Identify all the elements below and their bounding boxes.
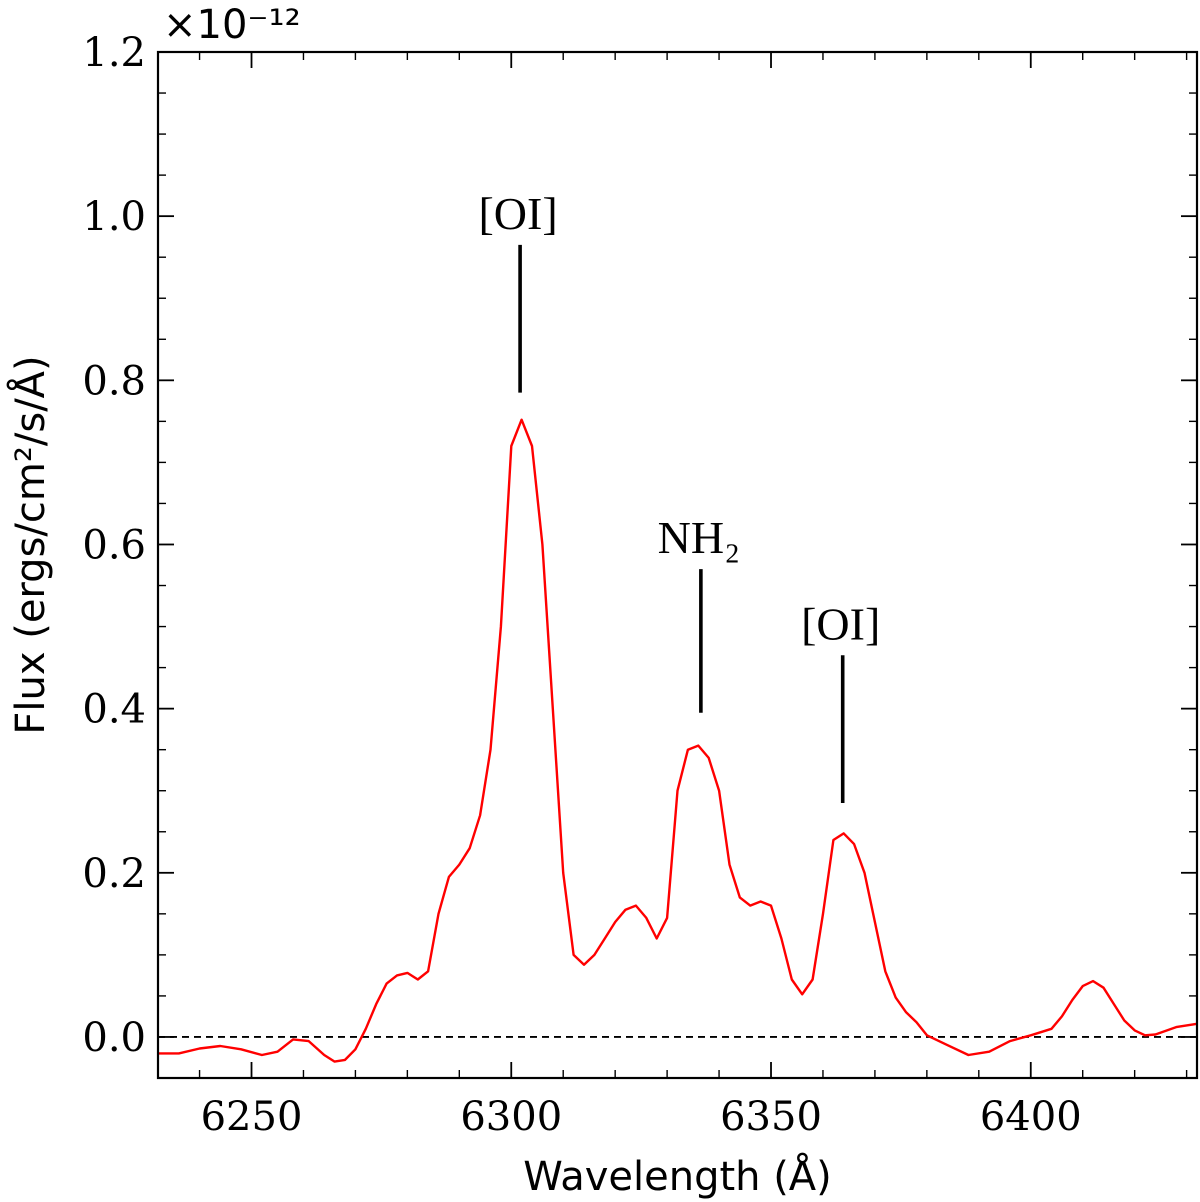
plot-frame [156, 50, 1199, 1080]
axis-ticks [158, 51, 1197, 1079]
x-tick-label: 6250 [201, 1094, 303, 1140]
y-offset-label: ×10⁻¹² [163, 2, 301, 48]
y-tick-label: 1.0 [82, 194, 146, 240]
annotation-label: [OI] [478, 188, 557, 239]
y-tick-label: 0.4 [82, 687, 146, 733]
annotation-label: NH₂ [658, 512, 740, 563]
y-tick-label: 0.8 [82, 358, 146, 404]
x-tick-label: 6350 [720, 1094, 822, 1140]
line-annotations: [OI] NH₂ [OI] [478, 188, 880, 804]
annotation-label: [OI] [801, 598, 880, 649]
flux-series-line [158, 418, 1198, 1063]
x-tick-label: 6300 [460, 1094, 562, 1140]
tick-labels: 6250 6300 6350 6400 0.0 0.2 0.4 0.6 0.8 1.0 1.2 [82, 30, 1081, 1140]
x-axis-label: Wavelength (Å) [523, 1152, 832, 1200]
y-tick-label: 0.6 [82, 522, 146, 568]
x-tick-label: 6400 [980, 1094, 1082, 1140]
y-tick-label: 1.2 [82, 30, 146, 76]
y-axis-label: Flux (ergs/cm²/s/Å) [6, 355, 54, 734]
y-tick-label: 0.2 [82, 851, 146, 897]
y-tick-label: 0.0 [82, 1015, 146, 1061]
